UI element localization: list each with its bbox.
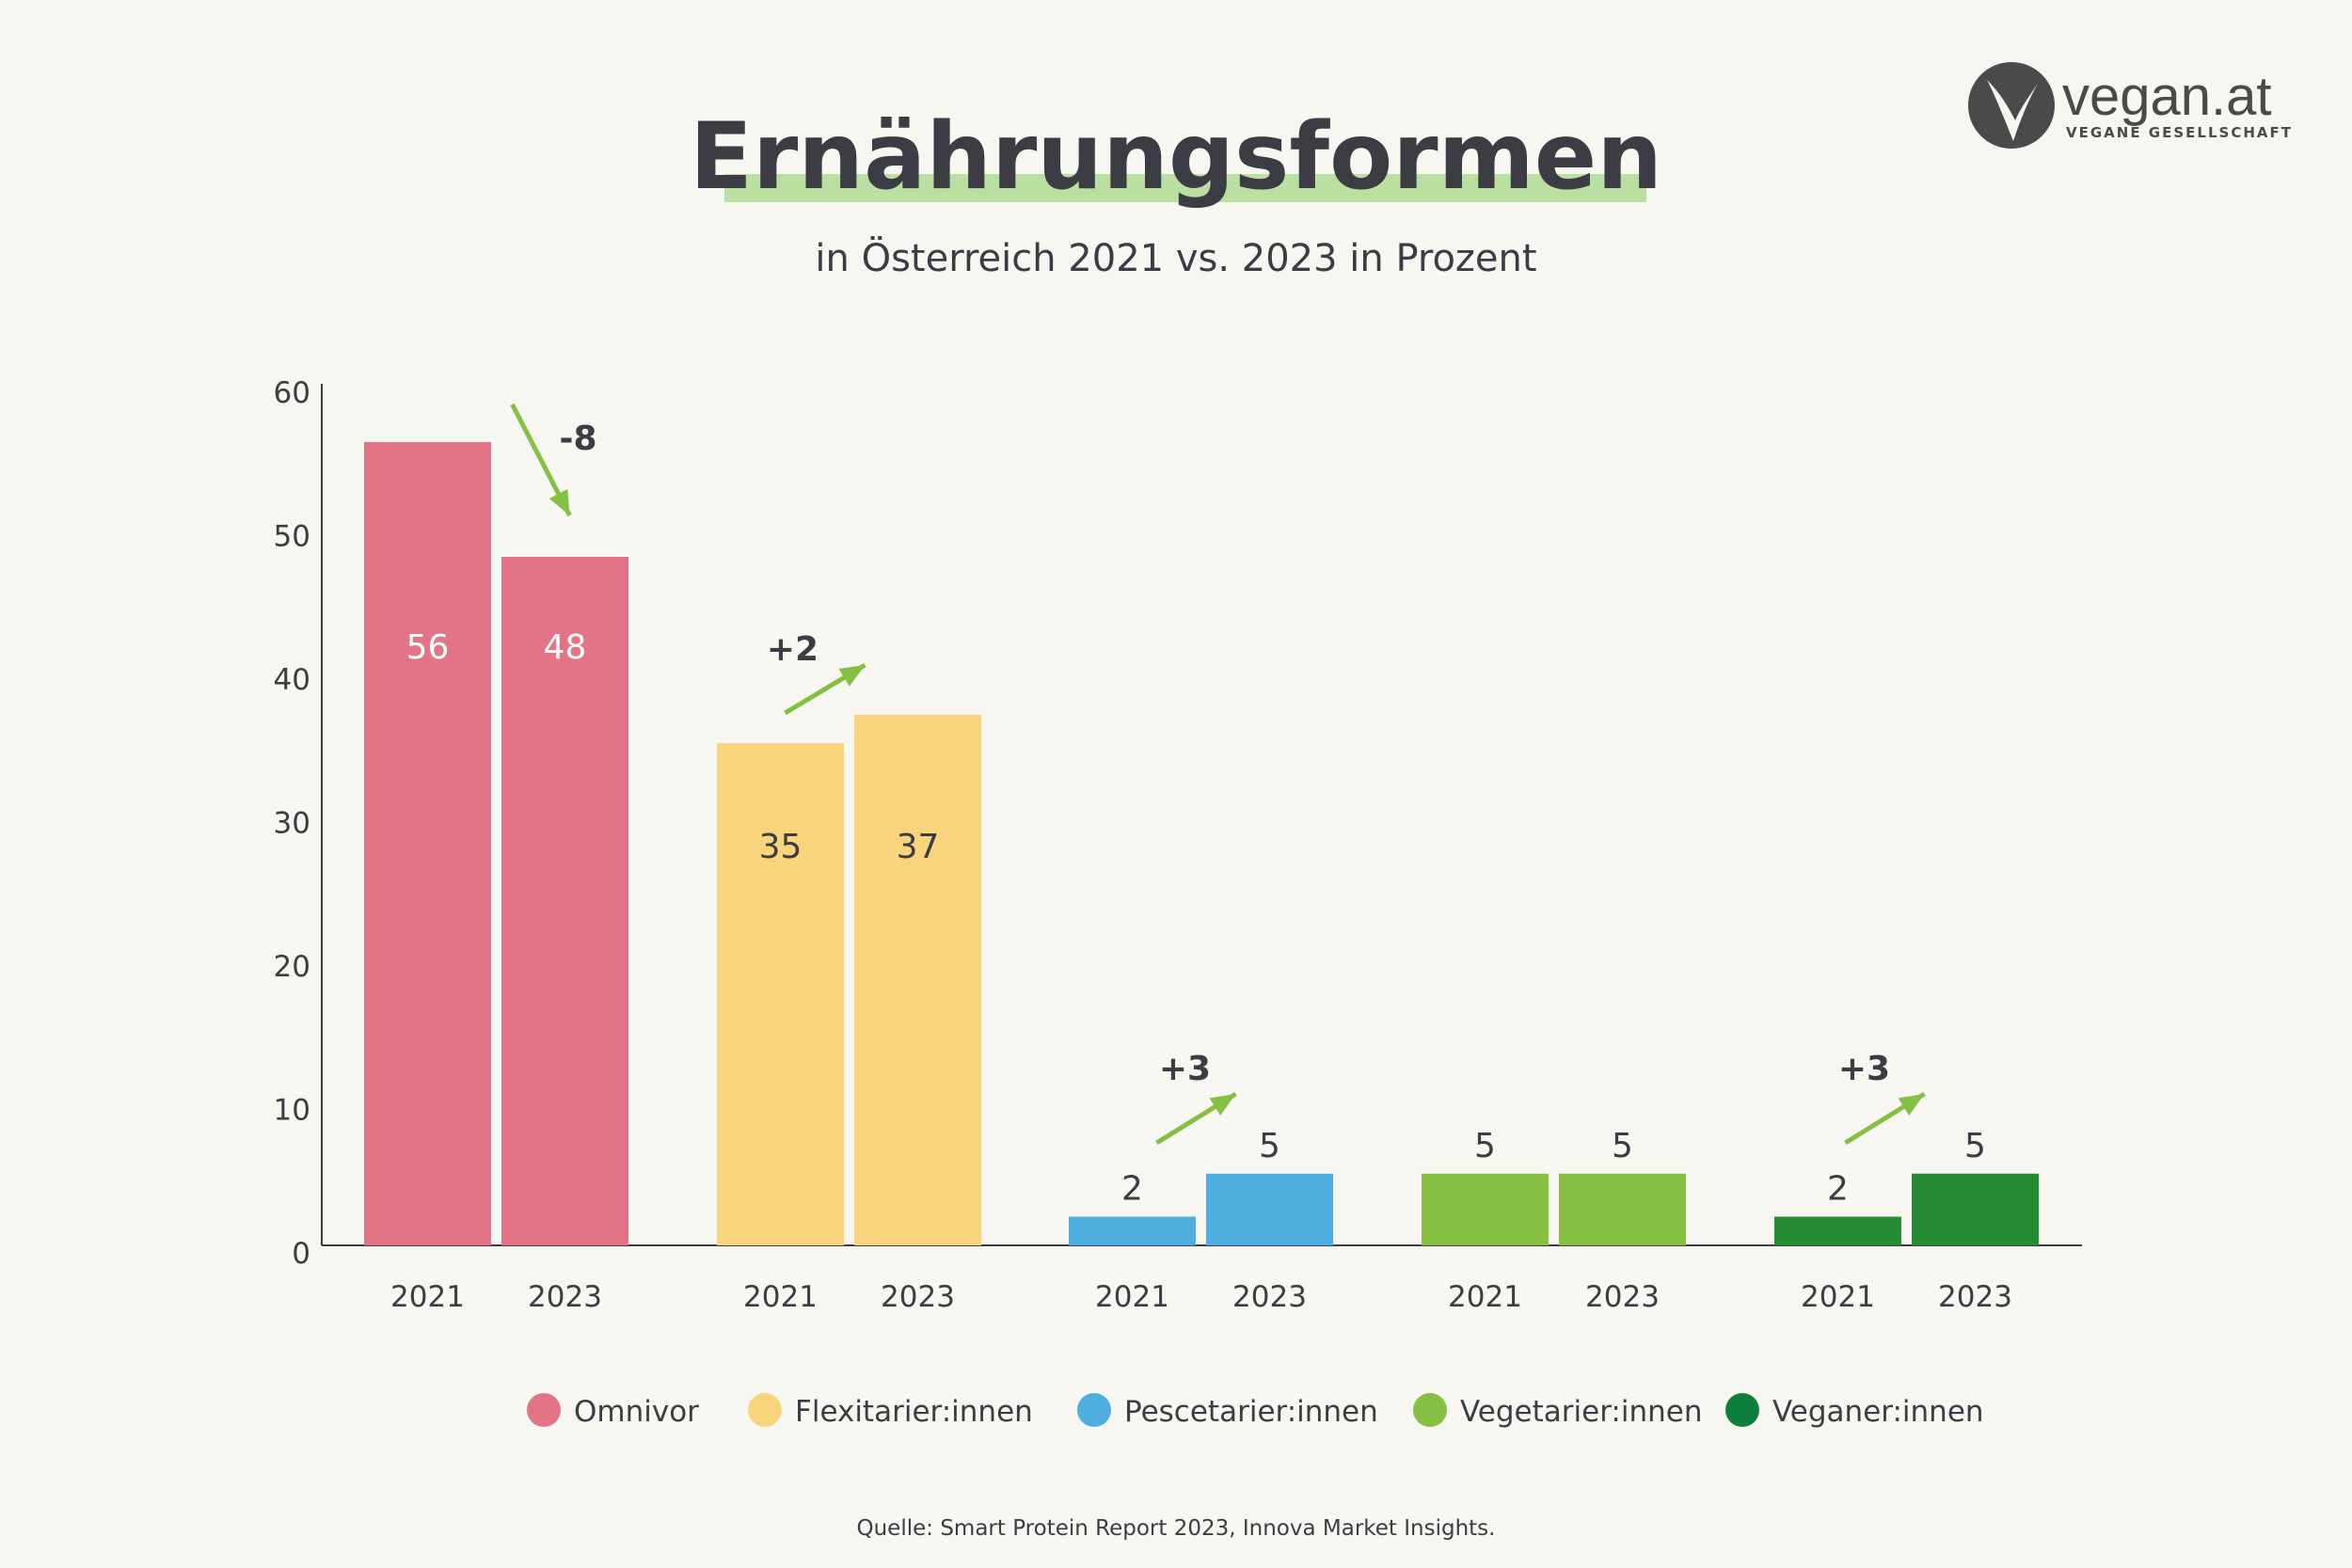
year-label: 2021 — [743, 1280, 818, 1314]
change-label: -8 — [560, 420, 597, 458]
change-label: +3 — [1159, 1050, 1211, 1088]
brand-name: vegan.at — [2062, 66, 2272, 127]
x-tick-labels: 2021 2023 2021 2023 2021 2023 2021 2023 2021 2023 — [390, 1280, 2012, 1314]
change-arrowhead — [1209, 1094, 1236, 1117]
change-arrowhead — [1898, 1094, 1925, 1117]
legend-swatch — [1413, 1393, 1447, 1427]
bar-2021 — [1774, 1216, 1901, 1245]
bar-value-label: 5 — [1259, 1127, 1280, 1165]
change-arrowhead — [838, 665, 866, 687]
bar-series — [364, 442, 2039, 1245]
y-tick-labels: 0 10 20 30 40 50 60 — [274, 376, 310, 1271]
legend-swatch — [527, 1393, 561, 1427]
bar-2021 — [1069, 1216, 1196, 1245]
bar-2023 — [1559, 1173, 1686, 1245]
year-label: 2023 — [881, 1280, 955, 1314]
bar-2021 — [1422, 1173, 1549, 1245]
y-tick-label: 40 — [274, 663, 310, 697]
change-label: +3 — [1838, 1050, 1890, 1088]
legend-label: Pescetarier:innen — [1124, 1395, 1378, 1429]
bar-value-label: 2 — [1827, 1170, 1849, 1209]
year-label: 2023 — [528, 1280, 602, 1314]
y-tick-label: 60 — [274, 376, 310, 410]
change-label: +2 — [767, 630, 818, 669]
bar-value-label: 35 — [759, 828, 803, 866]
chart-subtitle: in Österreich 2021 vs. 2023 in Prozent — [815, 235, 1536, 280]
y-tick-label: 30 — [274, 807, 310, 841]
legend-label: Vegetarier:innen — [1460, 1395, 1702, 1429]
bar-2023 — [501, 557, 628, 1245]
bar-value-label: 48 — [544, 628, 587, 667]
y-tick-label: 10 — [274, 1094, 310, 1128]
y-tick-label: 50 — [274, 520, 310, 554]
bar-value-label: 5 — [1964, 1127, 1986, 1165]
brand-tagline: VEGANE GESELLSCHAFT — [2066, 124, 2293, 141]
legend-label: Veganer:innen — [1772, 1395, 1984, 1429]
legend-swatch — [748, 1393, 782, 1427]
year-label: 2021 — [1448, 1280, 1522, 1314]
change-arrowhead — [548, 488, 570, 515]
legend-swatch — [1077, 1393, 1111, 1427]
source-note: Quelle: Smart Protein Report 2023, Innov… — [857, 1516, 1496, 1541]
year-label: 2023 — [1585, 1280, 1660, 1314]
brand-logo: vegan.at VEGANE GESELLSCHAFT — [1968, 62, 2293, 149]
year-label: 2023 — [1232, 1280, 1307, 1314]
year-label: 2021 — [1095, 1280, 1169, 1314]
title-highlight — [724, 174, 1646, 202]
y-tick-label: 20 — [274, 950, 310, 984]
bar-2023 — [1206, 1173, 1333, 1245]
bar-2023 — [1912, 1173, 2039, 1245]
year-label: 2023 — [1938, 1280, 2012, 1314]
legend: Omnivor Flexitarier:innen Pescetarier:inne… — [527, 1393, 1984, 1429]
bar-2021 — [364, 442, 491, 1245]
legend-swatch — [1725, 1393, 1759, 1427]
legend-label: Flexitarier:innen — [795, 1395, 1033, 1429]
year-label: 2021 — [1801, 1280, 1875, 1314]
year-label: 2021 — [390, 1280, 465, 1314]
bar-value-label: 5 — [1612, 1127, 1633, 1165]
bar-value-label: 5 — [1474, 1127, 1496, 1165]
data-labels: 56 48 35 37 2 5 5 5 2 5 — [406, 628, 1986, 1209]
bar-value-label: 37 — [897, 828, 940, 866]
change-annotations: -8 +2 +3 +3 — [510, 403, 1926, 1146]
bar-2023 — [854, 714, 981, 1245]
bar-2021 — [717, 743, 844, 1245]
bar-value-label: 2 — [1121, 1170, 1143, 1209]
brand-logo-leaf — [1987, 77, 2042, 141]
bar-value-label: 56 — [406, 628, 450, 667]
y-tick-label: 0 — [292, 1237, 310, 1271]
legend-label: Omnivor — [574, 1395, 699, 1429]
chart-title: Ernährungsformen — [690, 103, 1662, 211]
